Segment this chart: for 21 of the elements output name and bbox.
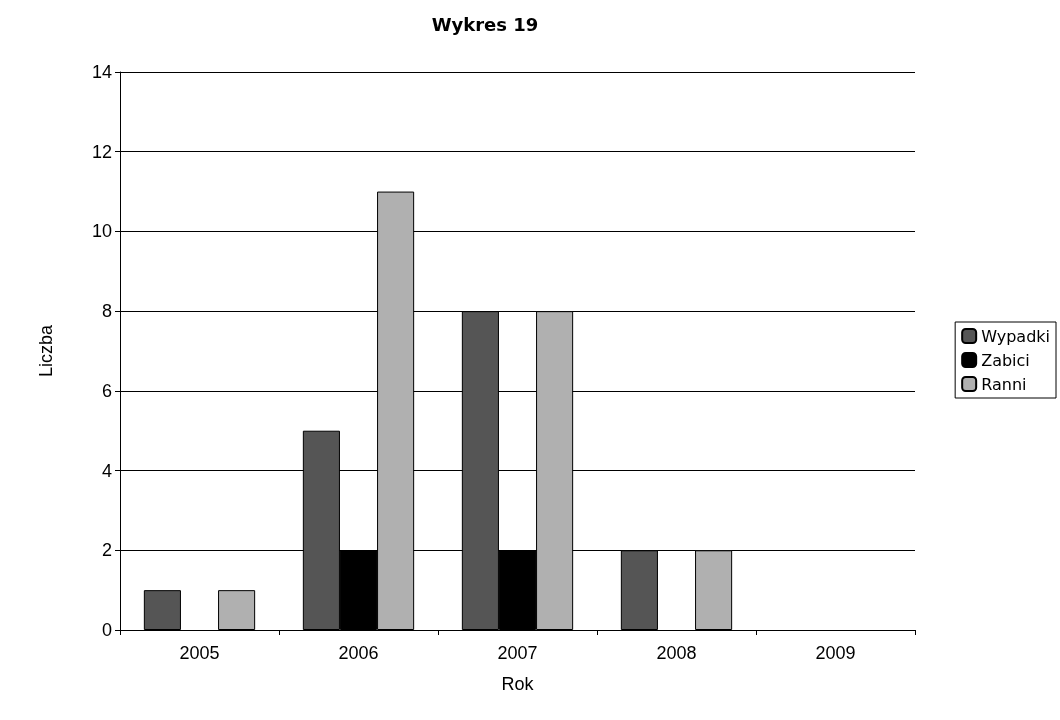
bar <box>218 590 256 630</box>
y-tick-label: 4 <box>101 460 112 481</box>
y-axis-title: Liczba <box>36 324 56 378</box>
y-tick-label: 12 <box>91 141 112 162</box>
x-tick-label: 2009 <box>815 643 856 663</box>
y-tick-label: 6 <box>101 380 112 401</box>
y-tick-label: 0 <box>101 620 112 640</box>
y-tick-label: 10 <box>91 221 112 242</box>
x-tick-label: 2005 <box>179 643 220 663</box>
x-tick-label: 2008 <box>656 643 697 663</box>
legend-label: Ranni <box>981 374 1027 394</box>
y-tick-label: 8 <box>101 301 112 322</box>
legend-label: Zabici <box>981 350 1030 370</box>
bar <box>143 590 181 630</box>
legend-label: Wypadki <box>981 326 1051 346</box>
chart-title: Wykres 19 <box>431 13 539 35</box>
y-tick-label: 14 <box>91 62 112 82</box>
x-tick-label: 2007 <box>497 643 538 663</box>
x-tick-label: 2006 <box>338 643 379 663</box>
x-axis-title: Rok <box>501 674 535 694</box>
y-tick-label: 2 <box>101 540 112 561</box>
